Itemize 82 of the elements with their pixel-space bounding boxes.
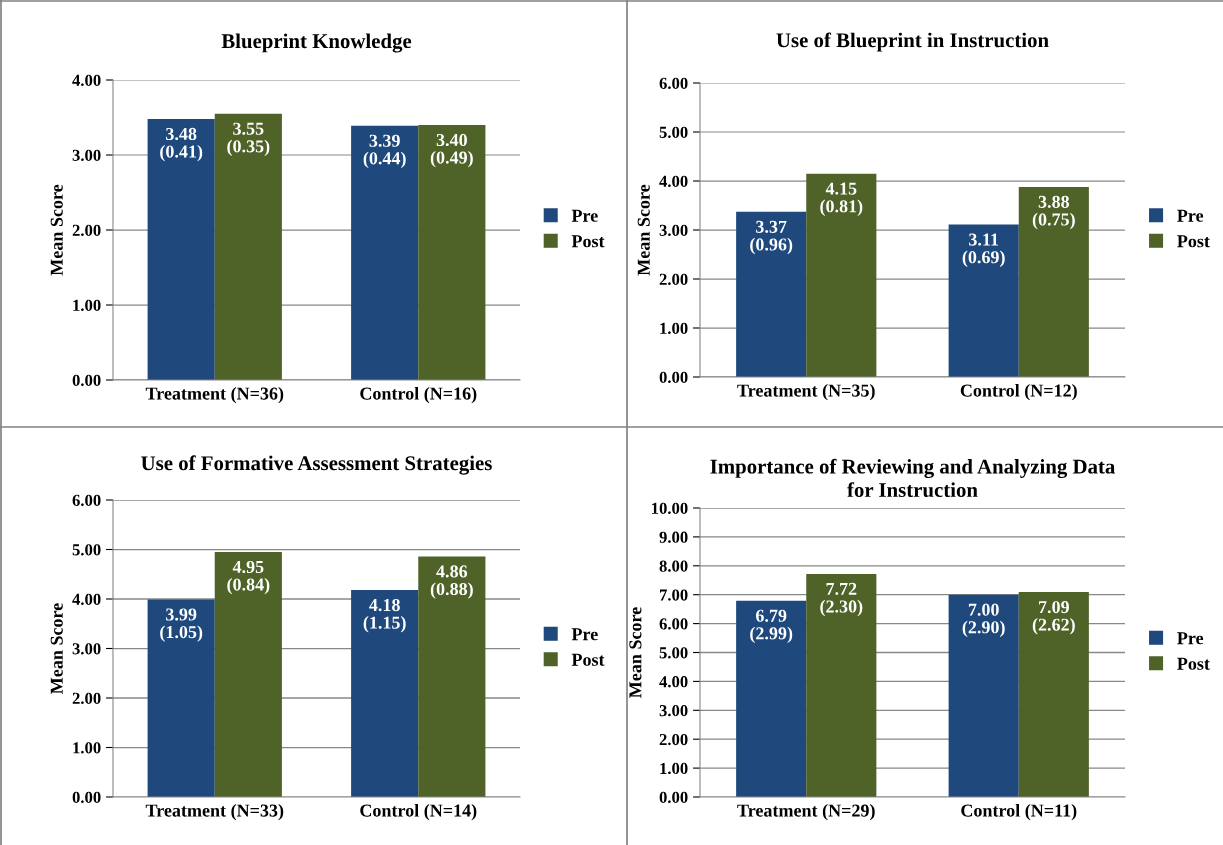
x-tick-label: Control (N=12) — [960, 383, 1077, 401]
y-tick-label: 9.00 — [659, 531, 688, 543]
data-label: 6.79 (2.99) — [750, 609, 793, 644]
data-label: 4.95 (0.84) — [227, 560, 270, 595]
y-tick-label: 3.00 — [72, 149, 101, 162]
data-label: 3.39 (0.44) — [363, 134, 406, 169]
data-label: 3.11 (0.69) — [962, 233, 1005, 267]
y-tick-label: 4.00 — [659, 175, 688, 188]
y-tick-label: 1.00 — [73, 742, 101, 754]
x-tick-label: Treatment (N=35) — [737, 383, 875, 401]
y-tick-label: 0.00 — [72, 374, 101, 387]
data-label: 4.18 (1.15) — [363, 598, 406, 633]
legend-label: Post — [571, 235, 605, 248]
bar — [418, 556, 486, 797]
chart-title: Use of Formative Assessment Strategies — [141, 455, 492, 475]
y-axis-title: Mean Score — [637, 184, 650, 276]
bar — [736, 211, 807, 377]
legend-label: Pre — [1177, 632, 1204, 645]
data-label: 4.15 (0.81) — [820, 182, 863, 216]
y-tick-label: 0.00 — [659, 371, 688, 384]
x-tick-label: Control (N=14) — [360, 803, 477, 821]
x-tick-label: Control (N=16) — [360, 386, 477, 404]
legend-label: Pre — [571, 209, 598, 222]
y-tick-label: 3.00 — [72, 643, 101, 655]
x-tick-label: Control (N=11) — [961, 803, 1077, 821]
data-label: 3.55 (0.35) — [227, 122, 270, 157]
y-tick-label: 7.00 — [659, 589, 688, 601]
y-tick-label: 3.00 — [659, 705, 688, 717]
bar — [736, 600, 807, 797]
y-tick-label: 6.00 — [659, 618, 688, 630]
bar — [351, 590, 419, 797]
data-label: 3.99 (1.05) — [160, 608, 203, 642]
y-tick-label: 0.00 — [659, 791, 688, 804]
y-tick-label: 2.00 — [659, 273, 688, 286]
bar — [806, 573, 877, 797]
data-label: 3.40 (0.49) — [430, 133, 473, 168]
bar — [948, 224, 1019, 377]
bar — [147, 599, 215, 797]
legend-label: Post — [1177, 235, 1210, 248]
y-tick-label: 3.00 — [659, 224, 688, 237]
y-tick-label: 6.00 — [659, 77, 688, 90]
data-label: 7.72 (2.30) — [820, 582, 863, 617]
data-label: 4.86 (0.88) — [430, 565, 473, 599]
y-tick-label: 4.00 — [659, 676, 688, 688]
chart-title: Blueprint Knowledge — [221, 33, 412, 53]
data-label: 7.00 (2.90) — [962, 603, 1005, 638]
y-tick-label: 1.00 — [73, 299, 101, 312]
y-tick-label: 4.00 — [72, 74, 101, 87]
legend-label: Pre — [571, 628, 598, 641]
y-tick-label: 6.00 — [72, 494, 101, 507]
y-tick-label: 4.00 — [72, 593, 101, 606]
y-axis-title: Mean Score — [629, 607, 642, 698]
y-tick-label: 1.00 — [660, 322, 688, 335]
legend-label: Post — [571, 653, 605, 666]
legend-label: Post — [1177, 657, 1210, 670]
data-label: 3.48 (0.41) — [160, 127, 203, 162]
y-tick-label: 2.00 — [659, 733, 688, 746]
chart-title: Importance of Reviewing and Analyzing Data for Instruction — [710, 458, 1116, 498]
bar — [806, 173, 877, 377]
y-tick-label: 8.00 — [659, 560, 688, 572]
y-axis-title: Mean Score — [50, 603, 63, 694]
bar — [948, 594, 1019, 797]
y-axis-title: Mean Score — [50, 184, 63, 276]
y-tick-label: 5.00 — [72, 544, 101, 556]
bar — [1018, 592, 1089, 797]
bar — [214, 551, 282, 797]
y-tick-label: 0.00 — [72, 791, 101, 804]
chart-title: Use of Blueprint in Instruction — [776, 32, 1049, 52]
y-tick-label: 5.00 — [659, 647, 688, 659]
data-label: 3.88 (0.75) — [1032, 195, 1075, 230]
x-tick-label: Treatment (N=33) — [145, 803, 284, 821]
legend-label: Pre — [1177, 209, 1204, 222]
y-tick-label: 1.00 — [660, 762, 688, 775]
data-label: 3.37 (0.96) — [750, 220, 793, 255]
x-tick-label: Treatment (N=36) — [145, 386, 284, 404]
y-tick-label: 2.00 — [72, 224, 101, 237]
bar — [1018, 186, 1089, 377]
x-tick-label: Treatment (N=29) — [737, 803, 875, 821]
y-tick-label: 2.00 — [72, 692, 101, 705]
y-tick-label: 5.00 — [659, 126, 688, 139]
data-label: 7.09 (2.62) — [1032, 600, 1075, 635]
y-tick-label: 10.00 — [652, 502, 688, 515]
